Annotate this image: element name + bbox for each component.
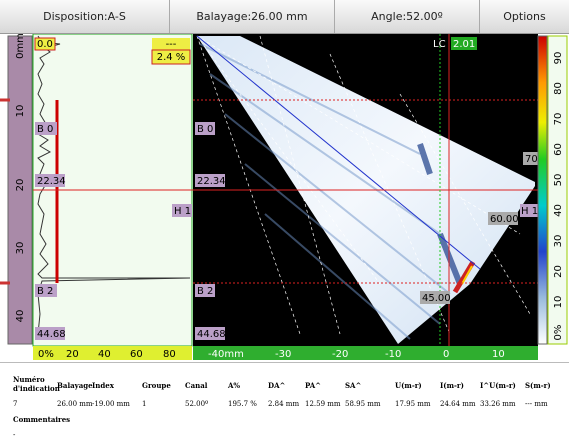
label: 44.68	[197, 329, 226, 340]
label: 70	[525, 154, 538, 165]
label: B 2	[37, 286, 53, 297]
ruler-label: 40	[15, 310, 26, 323]
beam-line	[196, 35, 481, 270]
table-header: U(m-r)	[395, 381, 422, 390]
table-cell: 195.7 %	[228, 400, 257, 408]
table-cell: 2.84 mm	[268, 400, 299, 408]
toolbar: Disposition:A-S Balayage:26.00 mm Angle:…	[0, 0, 569, 34]
ruler-label: 10	[15, 105, 26, 118]
table-cell: 12.59 mm	[305, 400, 341, 408]
label: B 0	[197, 124, 213, 135]
table-header: Index	[92, 381, 115, 390]
table-header: I^U(m-r)	[480, 381, 516, 390]
label: 45.00	[422, 293, 451, 304]
axis-label: 20	[66, 349, 79, 360]
ruler-label: 40	[553, 204, 564, 217]
table-header: Groupe	[142, 381, 171, 390]
color-bar	[537, 35, 548, 345]
table-cell: 26.00 mm	[57, 400, 93, 408]
table-header: S(m-r)	[525, 381, 551, 390]
comments-label: Commentaires	[13, 415, 70, 424]
main-view: 0mm 10 20 30 40 0.0 --- 2.4 % B 0 B 2 44…	[0, 34, 568, 360]
axis-label: 40	[98, 349, 111, 360]
label: H 1	[521, 206, 538, 217]
ascan-axis	[33, 346, 192, 360]
table-cell: 24.64 mm	[440, 400, 476, 408]
ruler-label: 20	[15, 179, 26, 192]
label: 60.00	[490, 214, 519, 225]
toolbar-button[interactable]: Angle:52.00º	[335, 0, 480, 33]
table-header: PA^	[305, 381, 321, 390]
axis-label: 0	[443, 349, 449, 360]
ruler-label: 70	[553, 113, 564, 126]
ruler-label: 10	[553, 296, 564, 309]
table-header: I(m-r)	[440, 381, 464, 390]
axis-label: -30	[275, 349, 291, 360]
ruler-label: 50	[553, 174, 564, 187]
label: B 0	[37, 124, 53, 135]
comments: -	[13, 431, 16, 439]
label: 2.01	[453, 39, 475, 50]
table-cell: 7	[13, 400, 17, 408]
ruler-label: 20	[553, 265, 564, 278]
ruler-label: 0mm	[15, 34, 26, 59]
table-cell: 17.95 mm	[395, 400, 431, 408]
left-ruler	[7, 35, 33, 345]
table-header: Balayage	[57, 381, 93, 390]
toolbar-button[interactable]: Disposition:A-S	[0, 0, 170, 33]
table-cell: --- mm	[525, 400, 548, 408]
toolbar-button[interactable]: Options	[503, 10, 546, 23]
table-header: Canal	[185, 381, 208, 390]
ruler-label: 30	[15, 242, 26, 255]
axis-label: -20	[332, 349, 348, 360]
axis-label: 60	[130, 349, 143, 360]
sscan-axis	[193, 346, 538, 360]
table-cell: 52.00º	[185, 400, 208, 408]
amplitude: 2.4 %	[157, 52, 186, 63]
axis-label: 10	[492, 349, 505, 360]
ruler-label: 90	[553, 52, 564, 65]
toolbar-button[interactable]: Balayage:26.00 mm	[170, 0, 335, 33]
label: 0.0	[37, 39, 53, 50]
label: 22.34	[37, 176, 66, 187]
label: 44.68	[37, 329, 66, 340]
table-header: DA^	[268, 381, 286, 390]
table-cell: 1	[142, 400, 146, 408]
ascan-waveform	[37, 35, 191, 335]
label: LC	[433, 39, 446, 50]
ruler-label: 60	[553, 143, 564, 156]
table-header: Numéro d'indication	[13, 375, 60, 393]
readout: ---	[166, 39, 177, 50]
label: H 1	[174, 206, 191, 217]
axis-label: -10	[385, 349, 401, 360]
table-cell: 33.26 mm	[480, 400, 516, 408]
right-ruler	[547, 35, 568, 345]
ruler-label: 30	[553, 235, 564, 248]
axis-label: -40mm	[208, 349, 244, 360]
table-cell: -19.00 mm	[92, 400, 130, 408]
ruler-label: 0%	[553, 325, 564, 341]
axis-label: 0%	[38, 349, 54, 360]
table-header: SA^	[345, 381, 361, 390]
ruler-label: 80	[553, 82, 564, 95]
ruler-marker	[0, 98, 10, 285]
label: B 2	[197, 286, 213, 297]
axis-label: 80	[163, 349, 176, 360]
table-header: A%	[227, 381, 240, 390]
table-cell: 58.95 mm	[345, 400, 381, 408]
label: 22.34	[197, 176, 226, 187]
